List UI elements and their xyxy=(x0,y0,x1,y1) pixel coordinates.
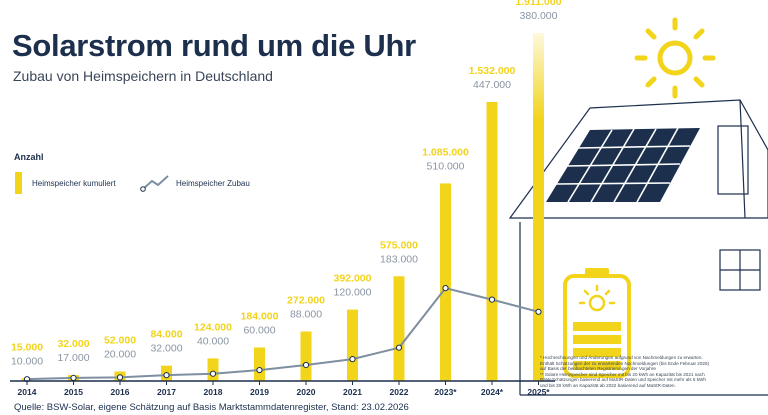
bar-value-label: 52.000 xyxy=(104,335,136,347)
legend-bar-label: Heimspeicher kumuliert xyxy=(32,179,116,188)
solar-panel-icon xyxy=(546,127,700,203)
x-axis: 2014 2015 2016 2017 2018 2019 2020 2021 2022 2023… xyxy=(10,380,555,397)
bar xyxy=(393,276,405,381)
bar-value-label: 575.000 xyxy=(380,239,418,251)
legend-title: Anzahl xyxy=(14,152,44,162)
bar-value-label: 15.000 xyxy=(11,341,43,353)
bar-value-label: 84.000 xyxy=(150,329,182,341)
line-point xyxy=(116,374,124,381)
line-value-label: 40.000 xyxy=(197,335,229,347)
x-tick-label: 2019 xyxy=(250,387,269,397)
sun-icon xyxy=(634,17,716,99)
bar-value-label: 32.000 xyxy=(57,338,89,350)
line-point xyxy=(256,366,263,374)
source-note: Quelle: BSW-Solar, eigene Schätzung auf … xyxy=(14,402,409,413)
x-tick-label: 2022 xyxy=(390,387,409,397)
x-tick-label: 2021 xyxy=(343,387,362,397)
x-tick-label: 2014 xyxy=(18,387,37,397)
footnote-line: und bis 20 kWh an Kapazität ab 2022 basi… xyxy=(540,382,676,388)
line-value-label: 447.000 xyxy=(473,79,511,91)
bar xyxy=(533,33,544,381)
line-value-label: 17.000 xyxy=(57,352,89,364)
bar-value-label: 272.000 xyxy=(287,294,325,306)
line-point xyxy=(70,374,77,382)
bar xyxy=(300,331,312,381)
x-tick-label: 2020 xyxy=(297,387,316,397)
line-point xyxy=(442,285,449,292)
line-series xyxy=(23,285,542,383)
line-point xyxy=(535,308,542,315)
bar-value-label: 1.911.000 xyxy=(515,0,561,8)
bar-value-label: 1.085.000 xyxy=(422,146,469,158)
footnote-line: auf Basis der beobachteten Registrierung… xyxy=(540,366,656,371)
line-point xyxy=(302,361,310,369)
line-value-label: 60.000 xyxy=(243,324,275,336)
x-tick-label: 2015 xyxy=(64,387,83,397)
line-point xyxy=(349,356,356,363)
bar-value-label: 1.532.000 xyxy=(469,65,516,77)
line-point xyxy=(163,372,170,379)
line-point xyxy=(488,296,496,303)
line-value-label: 120.000 xyxy=(334,287,372,299)
chart-title: Solarstrom rund um die Uhr xyxy=(12,28,416,63)
house-illustration xyxy=(508,99,768,396)
bar xyxy=(440,183,451,381)
bar xyxy=(347,309,358,381)
line-value-labels: 10.000 17.000 20.000 32.000 40.000 60.000 88.0… xyxy=(11,10,558,367)
footnote-line: Enthält Schätzungen der zu erwartenden N… xyxy=(540,360,710,366)
bar-value-labels: 15.000 32.000 52.000 84.000 124.000 184.000 27… xyxy=(11,0,562,353)
bar-value-label: 124.000 xyxy=(194,321,232,333)
bar xyxy=(486,102,498,381)
footnote: * Hochrechnungen und Änderungen aufgrund… xyxy=(540,355,750,388)
battery-icon xyxy=(563,268,631,378)
line-value-label: 510.000 xyxy=(427,160,465,172)
x-tick-label: 2023* xyxy=(434,387,457,397)
x-tick-label: 2025* xyxy=(527,387,550,397)
line-value-label: 380.000 xyxy=(520,10,558,22)
footnote-line: ** Solare Heimspeicher sind Speicher mit… xyxy=(540,371,705,377)
line-value-label: 183.000 xyxy=(380,253,418,265)
line-path xyxy=(26,287,539,381)
x-tick-label: 2016 xyxy=(111,387,130,397)
x-tick-label: 2018 xyxy=(204,387,223,397)
bar-value-label: 184.000 xyxy=(241,310,279,322)
line-value-label: 32.000 xyxy=(150,343,182,355)
chart-subtitle: Zubau von Heimspeichern in Deutschland xyxy=(13,68,273,84)
bar-series xyxy=(21,33,544,381)
legend-bar-swatch xyxy=(15,172,22,194)
bar xyxy=(254,347,265,381)
footnote-line: * Hochrechnungen und Änderungen aufgrund… xyxy=(540,355,703,360)
line-value-label: 88.000 xyxy=(290,308,322,320)
line-value-label: 10.000 xyxy=(11,355,43,367)
bar xyxy=(207,358,219,381)
line-point xyxy=(209,370,217,377)
bar-value-label: 392.000 xyxy=(334,273,372,285)
line-point xyxy=(395,344,403,351)
x-tick-label: 2017 xyxy=(157,387,176,397)
legend-line-label: Heimspeicher Zubau xyxy=(176,179,250,188)
legend-line-icon xyxy=(140,175,169,192)
x-tick-label: 2024* xyxy=(481,387,504,397)
line-value-label: 20.000 xyxy=(104,349,136,361)
footnote-line: BSW-Schätzungen basierend auf MaStR-Date… xyxy=(540,377,706,382)
